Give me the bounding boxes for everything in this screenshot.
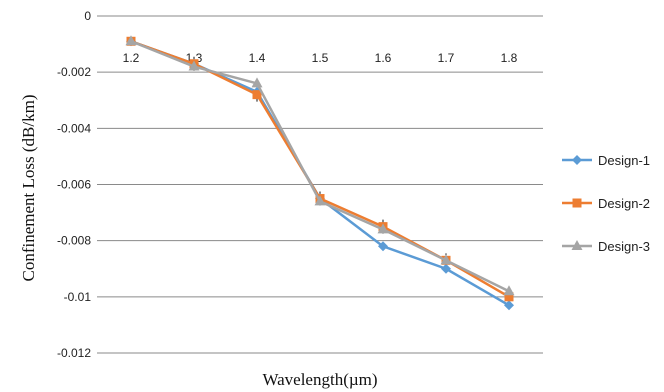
series-design-2 xyxy=(126,36,514,302)
y-tick-label: 0 xyxy=(84,9,91,23)
x-tick-label: 1.7 xyxy=(438,51,455,65)
data-point-marker xyxy=(188,60,200,71)
y-tick-label: -0.01 xyxy=(64,290,92,304)
series-line xyxy=(130,40,510,293)
x-tick-label: 1.8 xyxy=(501,51,518,65)
grid-lines xyxy=(97,15,543,354)
data-point-marker xyxy=(441,263,451,274)
x-axis-title: Wavelength(µm) xyxy=(262,370,377,389)
x-tick-label: 1.5 xyxy=(312,51,329,65)
legend-item: Design-2 xyxy=(562,196,650,211)
data-point-marker xyxy=(377,223,389,234)
data-point-marker xyxy=(378,241,388,252)
data-point-marker xyxy=(572,198,582,208)
data-point-marker xyxy=(503,285,515,296)
plot-series xyxy=(125,35,515,311)
x-tick-label: 1.4 xyxy=(249,51,266,65)
y-tick-label: -0.008 xyxy=(57,234,91,248)
y-tick-label: -0.004 xyxy=(57,121,91,135)
legend-label: Design-3 xyxy=(598,239,650,254)
y-axis-title: Confinement Loss (dB/km) xyxy=(19,95,38,282)
series-line xyxy=(130,40,510,298)
legend-label: Design-1 xyxy=(598,153,650,168)
series-design-3 xyxy=(125,35,515,296)
y-tick-label: -0.006 xyxy=(57,178,91,192)
data-point-marker xyxy=(440,254,452,265)
data-point-marker xyxy=(504,300,514,311)
y-tick-label: -0.002 xyxy=(57,65,91,79)
x-tick-label: 1.2 xyxy=(123,51,140,65)
data-point-marker xyxy=(125,35,137,46)
data-point-marker xyxy=(572,155,582,165)
data-point-marker xyxy=(571,240,583,250)
legend-item: Design-1 xyxy=(562,153,650,168)
y-tick-labels: 0 -0.002 -0.004 -0.006 -0.008 -0.01 -0.012 xyxy=(57,9,91,360)
data-point-marker xyxy=(504,292,514,302)
y-tick-label: -0.012 xyxy=(57,346,91,360)
x-tick-label: 1.6 xyxy=(375,51,392,65)
data-point-marker xyxy=(252,90,262,100)
data-point-marker xyxy=(314,195,326,206)
legend-item: Design-3 xyxy=(562,239,650,254)
data-point-marker xyxy=(251,77,263,88)
series-design-1 xyxy=(126,36,514,311)
legend: Design-1 Design-2 Design-3 xyxy=(562,153,650,254)
legend-label: Design-2 xyxy=(598,196,650,211)
series-line xyxy=(130,40,510,307)
